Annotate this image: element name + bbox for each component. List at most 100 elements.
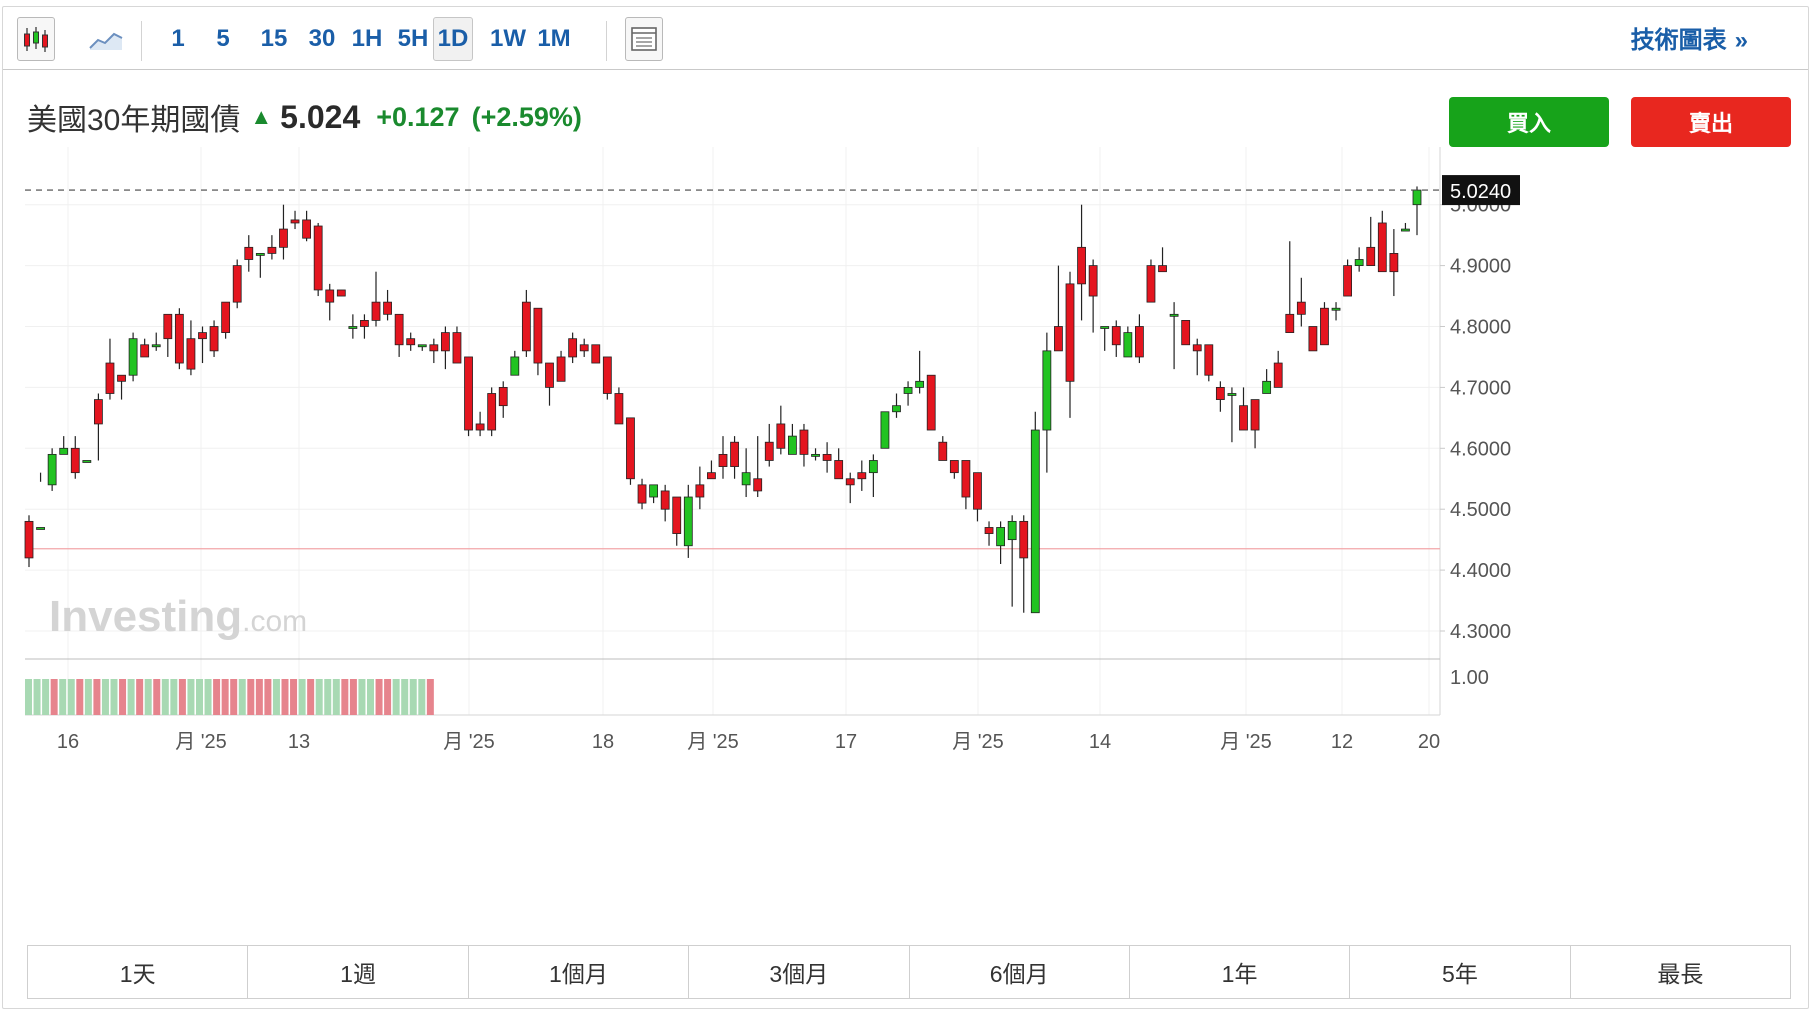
x-tick-label: 18: [592, 731, 614, 753]
interval-1[interactable]: 1: [171, 25, 185, 52]
y-tick-label: 4.8000: [1450, 317, 1511, 339]
candle-body: [1192, 344, 1202, 352]
candle-body: [949, 460, 959, 474]
candle-body: [440, 332, 450, 352]
candle-body: [360, 320, 369, 327]
candle-body: [221, 301, 231, 333]
range-button-4[interactable]: 6個月: [909, 946, 1130, 998]
candle-body: [1042, 350, 1052, 431]
volume-bar: [349, 679, 357, 715]
candle-body: [510, 356, 520, 376]
candle-body: [255, 253, 265, 256]
candle-body: [1262, 380, 1272, 394]
chart-toolbar: 1 5 15 30 1H 5H 1D 1W 1M 技術圖表»: [3, 7, 1808, 70]
candle-body: [868, 460, 878, 474]
candle-body: [1019, 520, 1029, 559]
candle-body: [487, 393, 497, 431]
technical-chart-link[interactable]: 技術圖表 »: [1631, 20, 1748, 55]
volume-bar: [127, 679, 135, 715]
candle-body: [857, 472, 867, 480]
volume-bar: [418, 679, 426, 715]
interval-5[interactable]: 5: [216, 25, 230, 52]
interval-1m[interactable]: 1M: [537, 25, 571, 52]
area-chart-icon[interactable]: [85, 17, 127, 61]
candle-body: [730, 441, 739, 467]
candle-body: [325, 289, 335, 303]
range-button-2[interactable]: 1個月: [468, 946, 690, 998]
candle-body: [348, 326, 358, 329]
interval-15[interactable]: 15: [260, 25, 288, 52]
volume-bar: [221, 679, 229, 715]
volume-bar: [238, 679, 246, 715]
interval-5h[interactable]: 5H: [397, 25, 429, 52]
volume-bar: [42, 679, 50, 715]
candle-body: [1239, 405, 1248, 431]
candle-body: [602, 356, 612, 394]
volume-bar: [84, 679, 92, 715]
range-button-5[interactable]: 1年: [1129, 946, 1351, 998]
candle-body: [521, 301, 531, 352]
volume-bar: [119, 679, 127, 715]
candle-body: [1158, 265, 1167, 273]
candle-body: [1412, 189, 1422, 206]
volume-bar: [332, 679, 340, 715]
candle-body: [174, 313, 184, 364]
candle-body: [36, 527, 45, 530]
candle-body: [383, 301, 392, 315]
time-range-selector: 1天 1週 1個月 3個月 6個月 1年 5年 最長: [27, 945, 1791, 999]
candlestick-icon[interactable]: [17, 17, 55, 61]
x-tick-label: 17: [835, 731, 857, 753]
candle-body: [961, 460, 971, 498]
candle-body: [741, 472, 751, 486]
range-button-6[interactable]: 5年: [1350, 946, 1571, 998]
candle-body: [707, 472, 716, 480]
volume-bar: [110, 679, 118, 715]
x-tick-label: 月 '25: [175, 731, 227, 753]
price-change-percent: (+2.59%): [471, 101, 582, 132]
volume-bar: [255, 679, 263, 715]
candle-body: [163, 313, 173, 340]
investing-watermark: Investing.com: [49, 592, 307, 641]
candle-body: [94, 399, 103, 425]
layout-icon[interactable]: [625, 17, 663, 61]
interval-30[interactable]: 30: [308, 25, 336, 52]
candle-body: [545, 362, 554, 388]
volume-axis-label: 1.00: [1450, 667, 1489, 689]
range-button-3[interactable]: 3個月: [689, 946, 910, 998]
candle-body: [1354, 259, 1364, 266]
volume-bar: [144, 679, 152, 715]
up-arrow-icon: ▲: [250, 104, 273, 129]
candle-body: [811, 453, 820, 457]
candle-body: [417, 344, 427, 348]
volume-bar: [196, 679, 203, 715]
candle-body: [1320, 307, 1329, 346]
volume-bar: [93, 679, 101, 715]
candle-body: [371, 301, 381, 321]
y-tick-label: 4.3000: [1450, 621, 1511, 643]
interval-1d[interactable]: 1D: [433, 17, 473, 61]
sell-button[interactable]: 賣出: [1631, 97, 1791, 147]
range-button-1[interactable]: 1週: [248, 946, 469, 998]
buy-button[interactable]: 買入: [1449, 97, 1609, 147]
interval-1w[interactable]: 1W: [490, 25, 526, 52]
volume-bar: [272, 679, 280, 715]
y-tick-label: 4.9000: [1450, 256, 1511, 278]
volume-bar: [76, 679, 84, 715]
instrument-name: 美國30年期國債: [27, 104, 241, 137]
volume-bar: [392, 679, 400, 715]
volume-bar: [33, 679, 41, 715]
candle-body: [82, 460, 92, 463]
volume-bar: [298, 679, 306, 715]
interval-1h[interactable]: 1H: [351, 25, 383, 52]
x-tick-label: 12: [1331, 731, 1353, 753]
candle-body: [1401, 228, 1410, 232]
candle-body: [209, 326, 219, 352]
x-tick-label: 月 '25: [443, 731, 495, 753]
instrument-header: 美國30年期國債 ▲ 5.024 +0.127 (+2.59%): [27, 95, 582, 139]
x-tick-label: 月 '25: [952, 731, 1004, 753]
candle-body: [996, 527, 1005, 547]
volume-bar: [290, 679, 298, 715]
price-chart[interactable]: Investing.com 4.3000 4.4000 4.5000 4.6000 4.7…: [3, 7, 1809, 937]
range-button-7[interactable]: 最長: [1570, 946, 1790, 998]
range-button-0[interactable]: 1天: [28, 946, 249, 998]
